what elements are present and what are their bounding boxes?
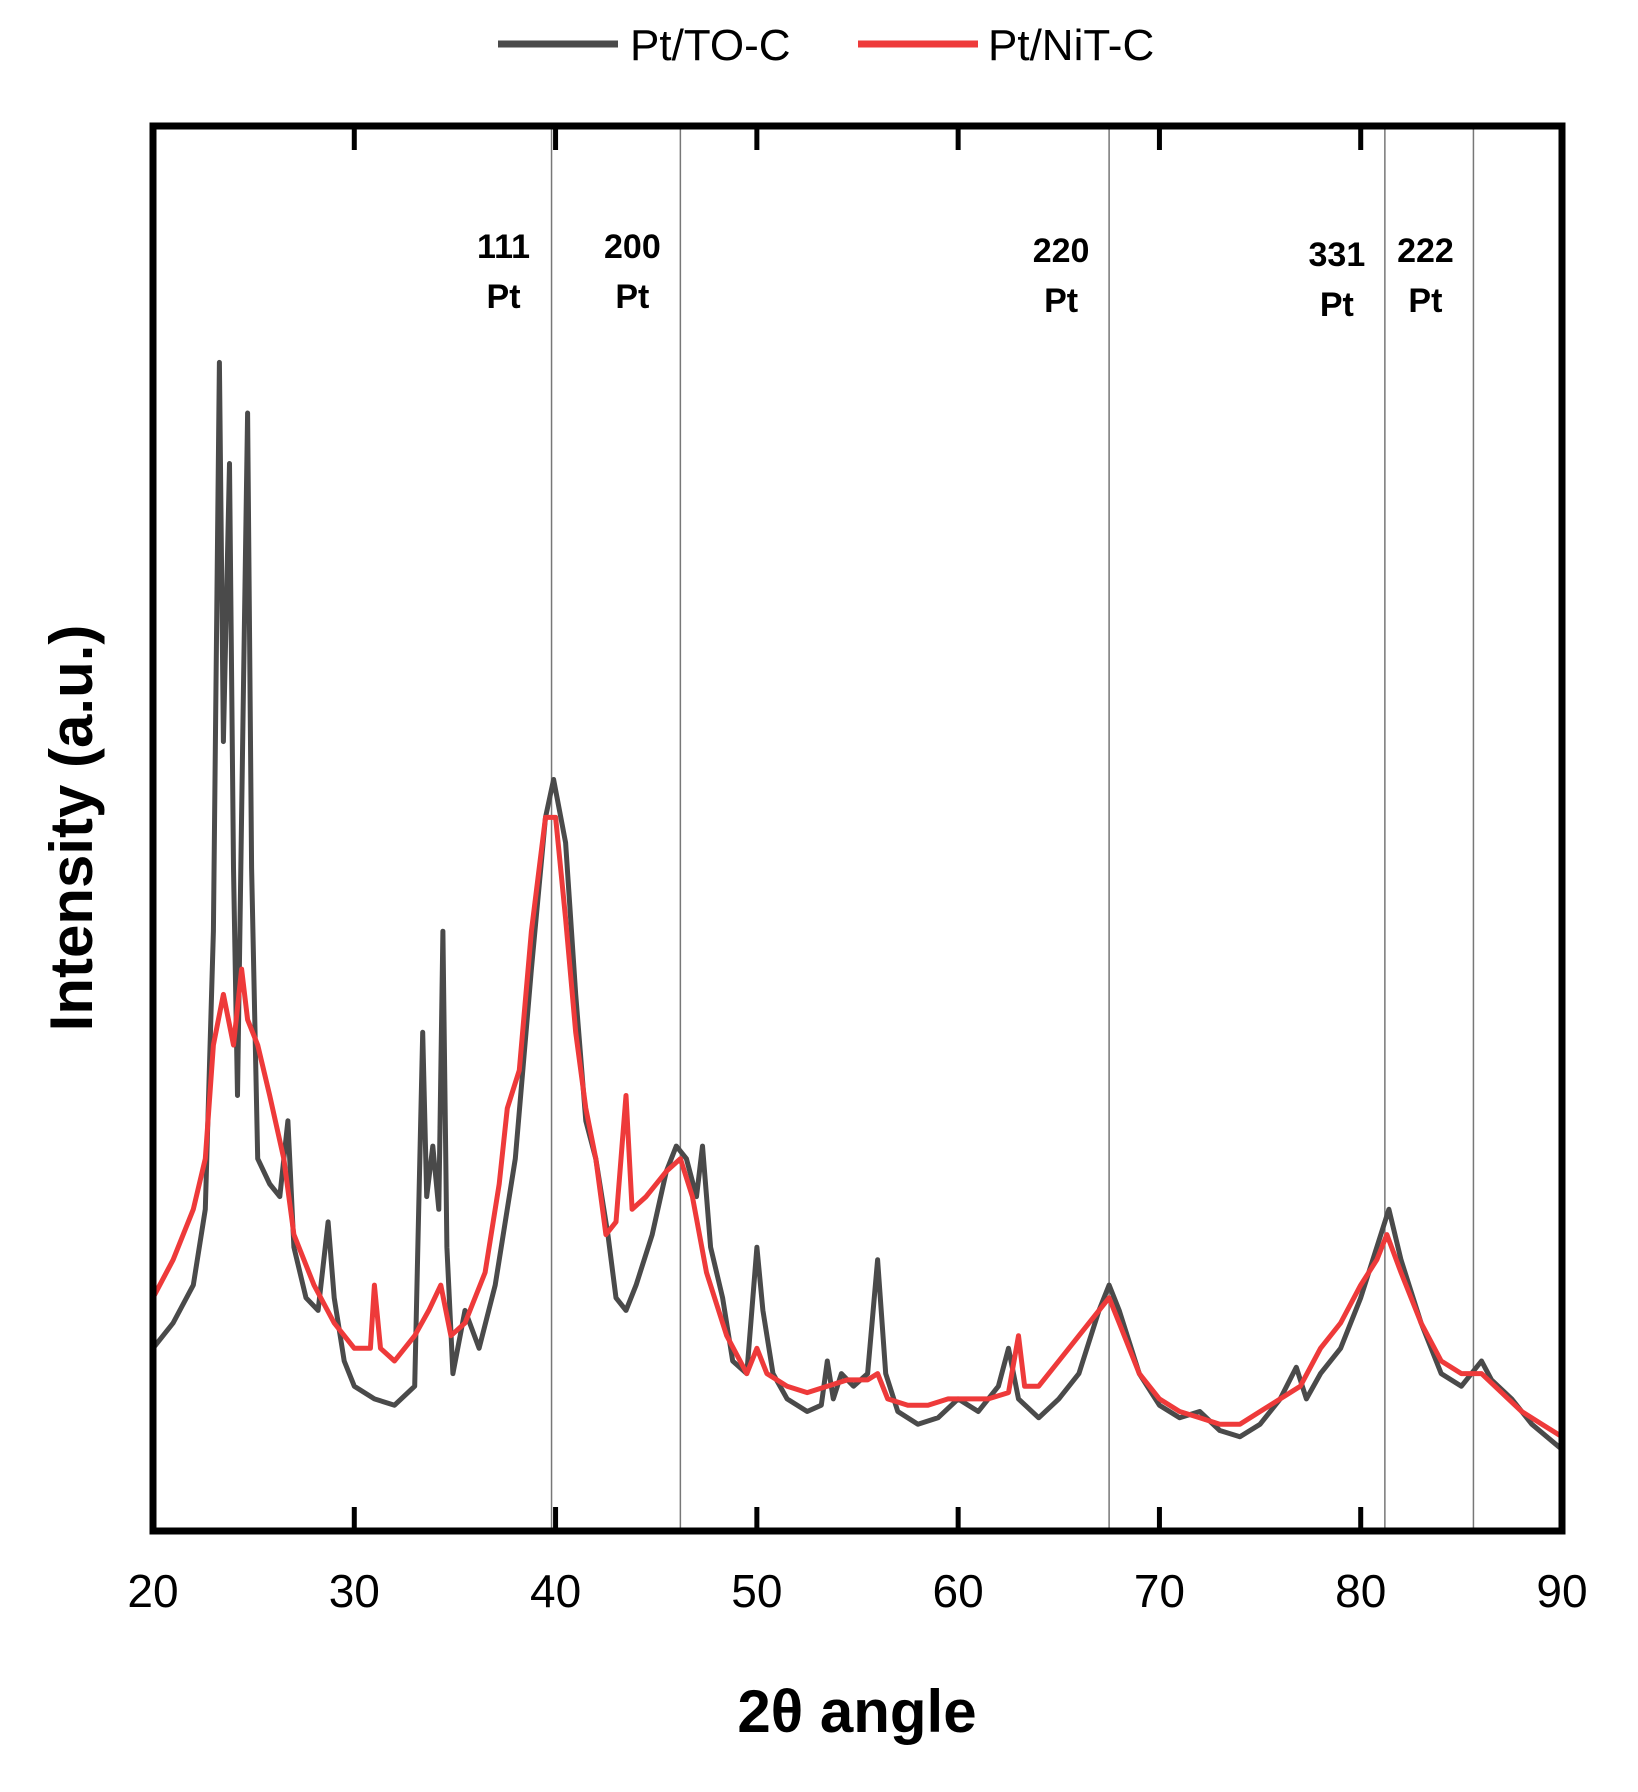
x-axis-title: 2θ angle (737, 1678, 976, 1745)
x-tick-labels: 20 30 40 50 60 70 80 90 (127, 1565, 1587, 1617)
legend-label-pt-to-c: Pt/TO-C (630, 21, 791, 70)
y-axis-title: Intensity (a.u.) (38, 625, 105, 1032)
x-ticks (150, 126, 1565, 1531)
series-group (150, 359, 1564, 1452)
peak-label-222-element: Pt (1408, 282, 1442, 320)
x-tick-label-90: 90 (1536, 1565, 1587, 1617)
x-tick-label-20: 20 (127, 1565, 178, 1617)
x-tick-label-70: 70 (1134, 1565, 1185, 1617)
peak-label-200-element: Pt (615, 278, 649, 316)
plot-frame (149, 122, 1566, 1535)
x-tick-label-60: 60 (933, 1565, 984, 1617)
peak-label-111-element: Pt (487, 278, 521, 316)
peak-label-331-element: Pt (1320, 286, 1354, 324)
legend-label-pt-nit-c: Pt/NiT-C (988, 21, 1154, 70)
x-tick-label-50: 50 (731, 1565, 782, 1617)
peak-label-200-index: 200 (604, 228, 661, 266)
peak-label-220-index: 220 (1033, 232, 1090, 270)
x-tick-label-40: 40 (530, 1565, 581, 1617)
series-line-pt-to-c (151, 359, 1564, 1452)
peak-labels: 111 Pt 200 Pt 220 Pt 331 Pt 222 Pt (477, 228, 1454, 324)
peak-label-222-index: 222 (1397, 232, 1454, 270)
reference-lines (550, 126, 1475, 1531)
x-tick-label-30: 30 (329, 1565, 380, 1617)
x-tick-label-80: 80 (1335, 1565, 1386, 1617)
peak-label-331-index: 331 (1309, 236, 1366, 274)
series-line-pt-nit-c (150, 814, 1564, 1439)
peak-label-220-element: Pt (1044, 282, 1078, 320)
legend: Pt/TO-C Pt/NiT-C (498, 21, 1154, 70)
peak-label-111-index: 111 (477, 228, 530, 266)
